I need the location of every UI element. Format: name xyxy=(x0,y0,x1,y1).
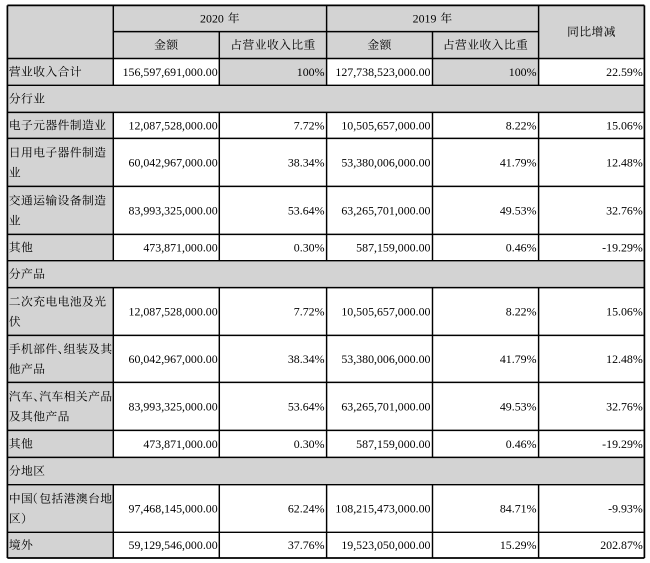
svg-text:0.46%: 0.46% xyxy=(506,437,537,451)
svg-text:49.53%: 49.53% xyxy=(500,203,537,217)
svg-text:10,505,657,000.00: 10,505,657,000.00 xyxy=(341,304,430,318)
svg-text:15.06%: 15.06% xyxy=(606,304,643,318)
svg-text:-9.93%: -9.93% xyxy=(608,501,643,515)
svg-text:473,871,000.00: 473,871,000.00 xyxy=(143,240,217,254)
svg-text:-19.29%: -19.29% xyxy=(602,240,643,254)
svg-text:22.59%: 22.59% xyxy=(606,65,643,79)
svg-text:7.72%: 7.72% xyxy=(294,304,325,318)
svg-text:41.79%: 41.79% xyxy=(500,352,537,366)
svg-text:37.76%: 37.76% xyxy=(288,538,325,552)
svg-text:32.76%: 32.76% xyxy=(606,203,643,217)
svg-text:100%: 100% xyxy=(297,65,325,79)
svg-text:127,738,523,000.00: 127,738,523,000.00 xyxy=(335,65,430,79)
svg-text:202.87%: 202.87% xyxy=(600,538,643,552)
svg-text:32.76%: 32.76% xyxy=(606,399,643,413)
svg-text:587,159,000.00: 587,159,000.00 xyxy=(356,437,430,451)
svg-text:60,042,967,000.00: 60,042,967,000.00 xyxy=(129,352,218,366)
svg-text:63,265,701,000.00: 63,265,701,000.00 xyxy=(341,399,430,413)
svg-text:0.30%: 0.30% xyxy=(294,437,325,451)
svg-text:0.46%: 0.46% xyxy=(506,240,537,254)
svg-text:83,993,325,000.00: 83,993,325,000.00 xyxy=(129,203,218,217)
svg-text:100%: 100% xyxy=(509,65,537,79)
svg-text:53.64%: 53.64% xyxy=(288,203,325,217)
svg-text:156,597,691,000.00: 156,597,691,000.00 xyxy=(123,65,218,79)
svg-text:41.79%: 41.79% xyxy=(500,155,537,169)
svg-text:8.22%: 8.22% xyxy=(506,304,537,318)
svg-text:108,215,473,000.00: 108,215,473,000.00 xyxy=(335,501,430,515)
svg-text:12,087,528,000.00: 12,087,528,000.00 xyxy=(129,118,218,132)
svg-text:7.72%: 7.72% xyxy=(294,118,325,132)
svg-text:53,380,006,000.00: 53,380,006,000.00 xyxy=(341,155,430,169)
svg-text:38.34%: 38.34% xyxy=(288,155,325,169)
svg-text:53,380,006,000.00: 53,380,006,000.00 xyxy=(341,352,430,366)
svg-text:8.22%: 8.22% xyxy=(506,118,537,132)
svg-text:84.71%: 84.71% xyxy=(500,501,537,515)
svg-text:60,042,967,000.00: 60,042,967,000.00 xyxy=(129,155,218,169)
svg-text:97,468,145,000.00: 97,468,145,000.00 xyxy=(129,501,218,515)
svg-text:53.64%: 53.64% xyxy=(288,399,325,413)
svg-text:10,505,657,000.00: 10,505,657,000.00 xyxy=(341,118,430,132)
svg-text:473,871,000.00: 473,871,000.00 xyxy=(143,437,217,451)
svg-text:63,265,701,000.00: 63,265,701,000.00 xyxy=(341,203,430,217)
svg-text:0.30%: 0.30% xyxy=(294,240,325,254)
svg-text:12.48%: 12.48% xyxy=(606,155,643,169)
svg-text:49.53%: 49.53% xyxy=(500,399,537,413)
svg-text:-19.29%: -19.29% xyxy=(602,437,643,451)
svg-text:15.29%: 15.29% xyxy=(500,538,537,552)
svg-text:19,523,050,000.00: 19,523,050,000.00 xyxy=(341,538,430,552)
svg-text:38.34%: 38.34% xyxy=(288,352,325,366)
svg-text:12.48%: 12.48% xyxy=(606,352,643,366)
svg-text:15.06%: 15.06% xyxy=(606,118,643,132)
svg-text:2020: 2020 xyxy=(200,11,224,25)
svg-text:2019: 2019 xyxy=(413,11,437,25)
svg-text:59,129,546,000.00: 59,129,546,000.00 xyxy=(129,538,218,552)
svg-text:12,087,528,000.00: 12,087,528,000.00 xyxy=(129,304,218,318)
svg-text:62.24%: 62.24% xyxy=(288,501,325,515)
svg-text:83,993,325,000.00: 83,993,325,000.00 xyxy=(129,399,218,413)
svg-text:587,159,000.00: 587,159,000.00 xyxy=(356,240,430,254)
